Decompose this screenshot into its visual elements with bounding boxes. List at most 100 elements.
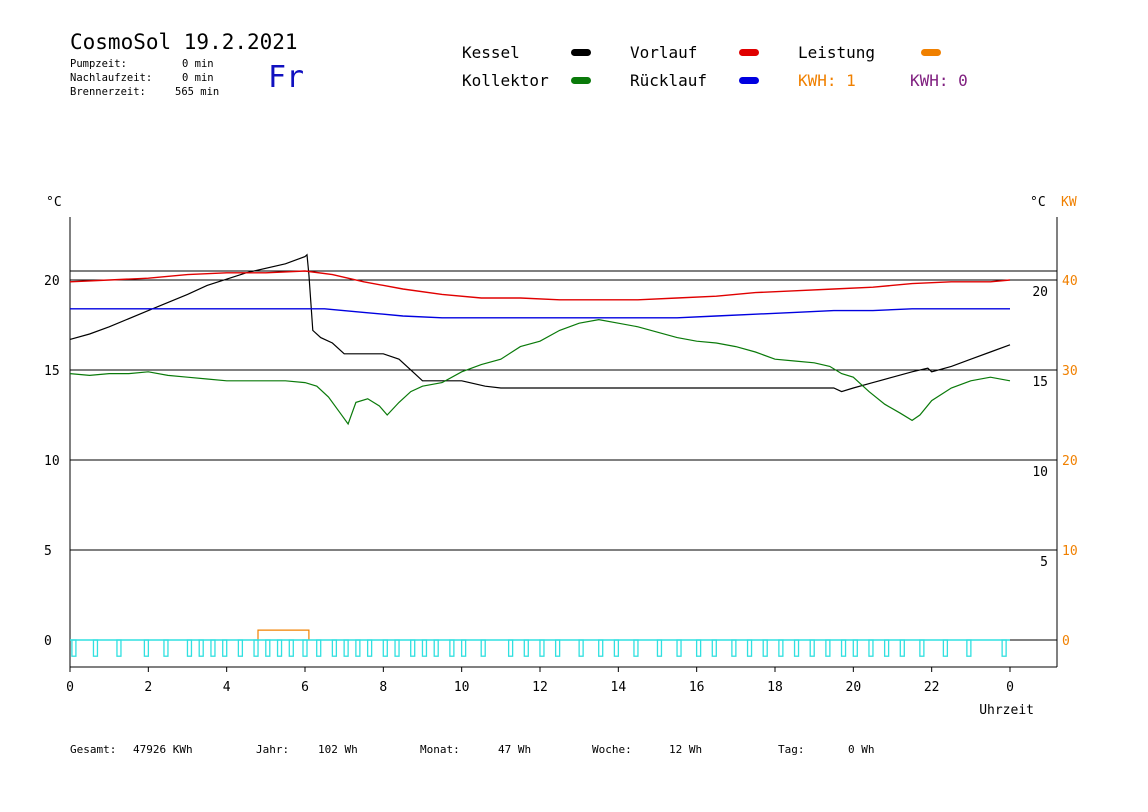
y-axis-label-left: °C (46, 195, 62, 210)
pump-pulse-3 (143, 639, 150, 657)
footer-week-value: 12 Wh (669, 743, 703, 756)
legend-kwh-0: KWH: 0 (910, 71, 968, 90)
pump-pulse-8 (222, 639, 228, 657)
pump-pulse-34 (613, 639, 620, 657)
pump-pulse-1 (92, 639, 99, 657)
pump-pulse-33 (598, 639, 604, 657)
pump-pulse-6 (198, 639, 204, 657)
pump-pulse-11 (265, 639, 271, 657)
y-tick-right-20: 20 (1032, 285, 1048, 300)
pump-pulse-55 (1001, 639, 1007, 657)
y-axis-label-right: °C (1030, 195, 1046, 210)
y-tick-kw-40: 40 (1062, 274, 1078, 289)
x-tick-label-2: 4 (223, 680, 231, 695)
legend-ruecklauf-swatch (739, 77, 759, 84)
x-tick-label-3: 6 (301, 680, 309, 695)
x-tick-label-12: 0 (1006, 680, 1014, 695)
pump-pulse-10 (253, 639, 259, 657)
legend-kollektor-swatch (571, 77, 591, 84)
legend-kessel-label: Kessel (462, 43, 520, 62)
footer-month-label: Monat: (420, 743, 460, 756)
pump-pulse-12 (276, 639, 283, 657)
y-tick-left-10: 10 (44, 454, 60, 469)
legend-vorlauf-swatch (739, 49, 759, 56)
pump-pulse-20 (382, 639, 388, 657)
series-line-vorlauf (69, 270, 1011, 301)
legend-leistung-label: Leistung (798, 43, 876, 62)
pump-pulse-49 (868, 639, 874, 657)
pump-pulse-43 (778, 639, 784, 657)
footer-month-value: 47 Wh (498, 743, 532, 756)
overrun-time-value: 0 min (182, 72, 214, 84)
pump-pulse-16 (331, 639, 338, 657)
x-tick-label-4: 8 (379, 680, 387, 695)
pump-pulse-9 (237, 639, 244, 657)
x-tick-label-9: 18 (767, 680, 783, 695)
burner-time-value: 565 min (175, 86, 220, 98)
pump-pulse-48 (852, 639, 858, 657)
pump-pulse-46 (825, 639, 831, 657)
pump-pulse-53 (942, 639, 949, 657)
x-axis-label: Uhrzeit (979, 703, 1034, 718)
pump-pulse-30 (539, 639, 545, 657)
pump-pulse-22 (410, 639, 416, 657)
pump-pulse-24 (433, 639, 439, 657)
y-tick-right-10: 10 (1032, 465, 1048, 480)
pump-pulse-45 (809, 639, 815, 657)
x-tick-label-7: 14 (611, 680, 627, 695)
pump-pulse-19 (366, 639, 373, 657)
pump-pulse-42 (762, 639, 768, 657)
pump-pulse-31 (554, 639, 561, 657)
x-tick-label-1: 2 (144, 680, 152, 695)
legend-kessel-swatch (571, 49, 591, 56)
pump-pulse-26 (460, 639, 467, 657)
pump-pulse-29 (523, 639, 529, 657)
x-tick-label-5: 10 (454, 680, 470, 695)
pump-pulse-28 (507, 639, 514, 657)
y-tick-left-15: 15 (44, 364, 60, 379)
legend-vorlauf-label: Vorlauf (630, 43, 698, 62)
footer-year-label: Jahr: (256, 743, 290, 756)
pump-time-value: 0 min (182, 58, 214, 70)
pump-pulse-7 (210, 639, 216, 657)
legend-kwh-1: KWH: 1 (798, 71, 856, 90)
series-line-ruecklauf (70, 308, 1010, 319)
footer-day-label: Tag: (778, 743, 805, 756)
pump-pulse-40 (731, 639, 737, 657)
x-tick-label-11: 22 (924, 680, 940, 695)
pump-pulse-27 (480, 639, 486, 657)
y-tick-kw-0: 0 (1062, 634, 1070, 649)
footer-total-label: Gesamt: (70, 743, 117, 756)
legend-leistung-swatch (921, 49, 941, 56)
pump-pulse-44 (793, 639, 800, 657)
chart-title: CosmoSol 19.2.2021 (70, 30, 298, 54)
y-tick-kw-10: 10 (1062, 544, 1078, 559)
legend-kollektor-label: Kollektor (462, 71, 549, 90)
weekday-label: Fr (268, 60, 305, 95)
footer-total-value: 47926 KWh (133, 743, 193, 756)
y-tick-left-5: 5 (44, 544, 52, 559)
x-tick-label-10: 20 (846, 680, 862, 695)
pump-pulse-4 (163, 639, 169, 657)
footer-week-label: Woche: (592, 743, 632, 756)
y-tick-kw-20: 20 (1062, 454, 1078, 469)
pump-pulse-2 (116, 639, 122, 657)
pump-pulse-0 (71, 639, 77, 657)
pump-pulse-32 (578, 639, 584, 657)
y-tick-left-0: 0 (44, 634, 52, 649)
overrun-time-label: Nachlaufzeit: (70, 72, 153, 84)
y-tick-left-20: 20 (44, 274, 60, 289)
burner-time-label: Brennerzeit: (70, 86, 146, 98)
pump-pulse-23 (421, 639, 428, 657)
x-tick-label-8: 16 (689, 680, 705, 695)
pump-pulse-17 (343, 639, 349, 657)
pump-pulse-41 (746, 639, 753, 657)
y-tick-right-15: 15 (1032, 375, 1048, 390)
footer-day-value: 0 Wh (848, 743, 875, 756)
pump-pulse-5 (186, 639, 193, 657)
pump-pulse-51 (899, 639, 905, 657)
pump-pulse-36 (656, 639, 663, 657)
pump-pulse-38 (695, 639, 702, 657)
series-line-leistung (257, 629, 310, 640)
